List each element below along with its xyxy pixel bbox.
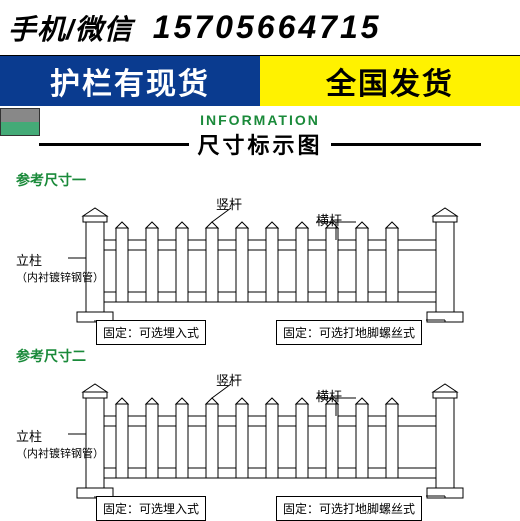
fix-box-2b: 固定：可选打地脚螺丝式: [276, 496, 422, 521]
info-cn-text: 尺寸标示图: [197, 128, 322, 160]
post-text: 立柱: [16, 253, 42, 268]
header-label: 手机/微信: [8, 8, 133, 48]
horizontal-label-2: 横杆: [316, 386, 342, 405]
fix-box-1b: 固定：可选打地脚螺丝式: [276, 320, 422, 345]
vertical-label-1: 竖杆: [216, 194, 242, 213]
header-phone: 15705664715: [153, 9, 382, 46]
fence-diagram-2: 立柱 （内衬镀锌钢管） 竖杆 横杆 固定：可选埋入式 固定：可选打地脚螺丝式: [16, 368, 504, 518]
banner-left: 护栏有现货: [0, 56, 260, 106]
info-heading: INFORMATION 尺寸标示图: [0, 112, 520, 160]
ref-label-1: 参考尺寸一: [16, 170, 504, 190]
info-cn: 尺寸标示图: [0, 128, 520, 160]
horizontal-label-1: 横杆: [316, 210, 342, 229]
info-en: INFORMATION: [0, 112, 520, 128]
post-note-2: （内衬镀锌钢管）: [16, 448, 104, 460]
post-label-1: 立柱 （内衬镀锌钢管）: [16, 250, 104, 285]
fix-box-1a: 固定：可选埋入式: [96, 320, 206, 345]
fix-box-2a: 固定：可选埋入式: [96, 496, 206, 521]
header: 手机/微信 15705664715: [0, 0, 520, 56]
banner-right: 全国发货: [260, 56, 520, 106]
vertical-label-2: 竖杆: [216, 370, 242, 389]
ref-label-2: 参考尺寸二: [16, 346, 504, 366]
post-text-2: 立柱: [16, 429, 42, 444]
banner: 护栏有现货 全国发货: [0, 56, 520, 106]
fence-diagram-1: 立柱 （内衬镀锌钢管） 竖杆 横杆 固定：可选埋入式 固定：可选打地脚螺丝式: [16, 192, 504, 342]
post-label-2: 立柱 （内衬镀锌钢管）: [16, 426, 104, 461]
post-note: （内衬镀锌钢管）: [16, 272, 104, 284]
thumbnail-icon: [0, 108, 40, 136]
drawing-area: 参考尺寸一 立柱 （内衬镀锌钢管） 竖杆 横杆 固定：可选埋入式 固定：可选打地…: [16, 170, 504, 518]
